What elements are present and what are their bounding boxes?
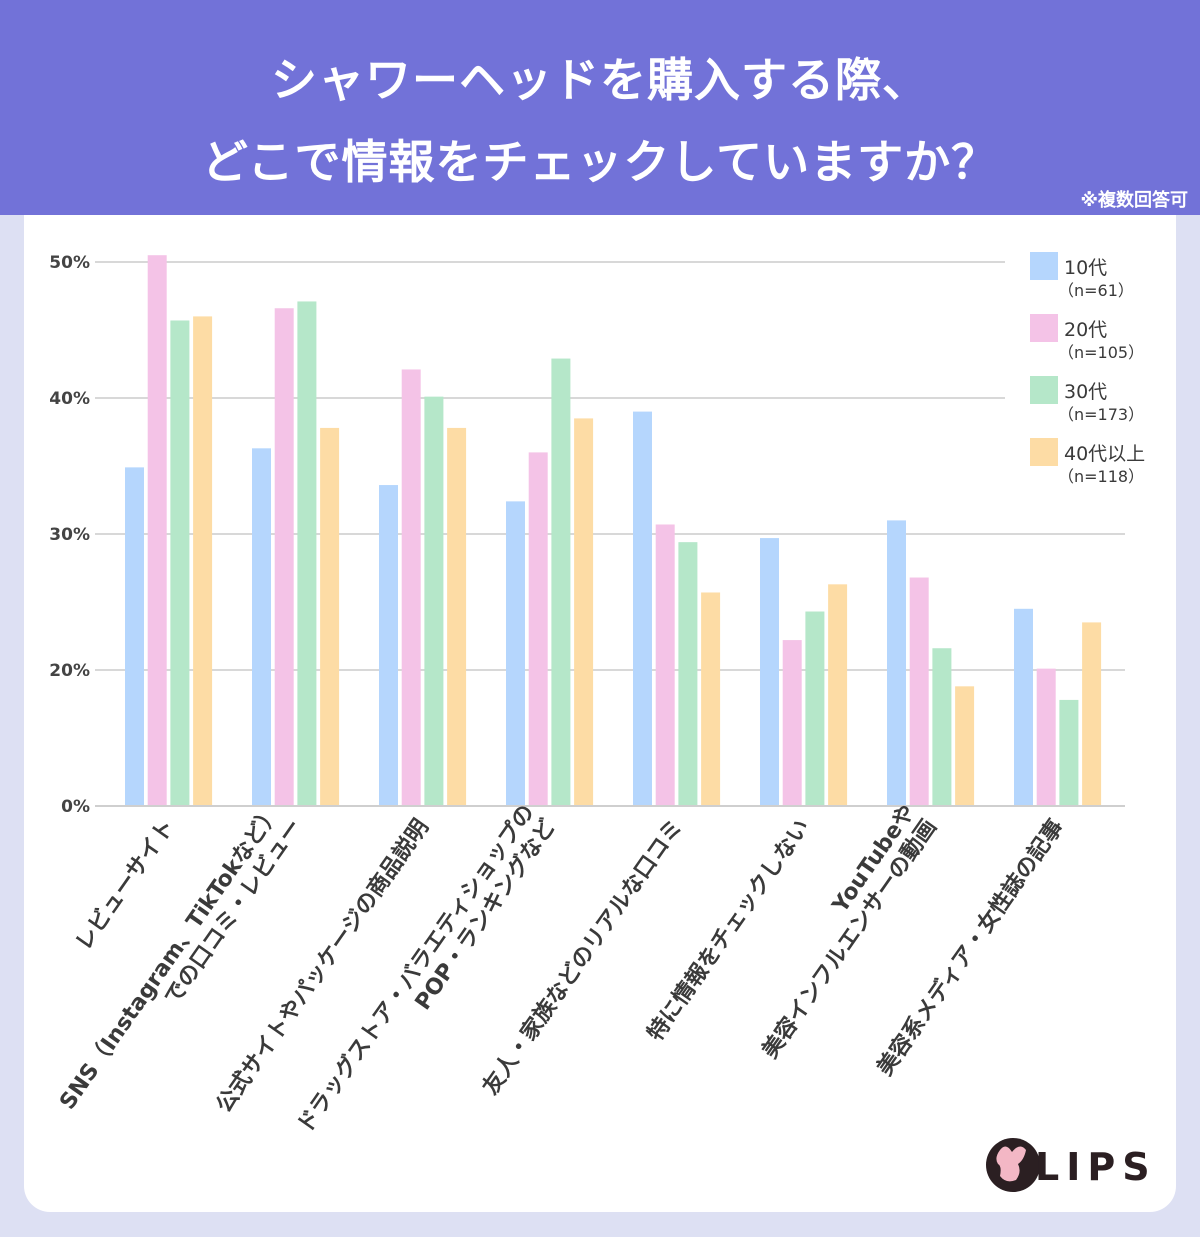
bar-20代-3	[528, 452, 548, 806]
bar-40代以上-5	[828, 584, 848, 806]
deer-icon	[996, 1146, 1026, 1182]
bar-30代-0	[170, 320, 190, 806]
category-label: レビューサイト	[71, 815, 180, 955]
bar-10代-0	[125, 467, 144, 806]
bar-10代-1	[252, 448, 271, 806]
bar-40代以上-2	[447, 427, 467, 806]
legend-label: 20代	[1064, 319, 1107, 341]
title-line-2: どこで情報をチェックしていますか？	[201, 135, 999, 189]
legend-swatch	[1030, 376, 1058, 404]
bar-20代-7	[1036, 668, 1056, 806]
bar-40代以上-7	[1082, 622, 1102, 806]
legend-n: （n=173）	[1058, 405, 1144, 424]
bar-10代-3	[506, 501, 525, 806]
bar-30代-3	[551, 358, 571, 806]
title-line-1: シャワーヘッドを購入する際、	[271, 53, 929, 107]
y-tick-label: 30%	[49, 525, 90, 545]
header-banner: シャワーヘッドを購入する際、 どこで情報をチェックしていますか？ ※複数回答可	[0, 0, 1200, 215]
legend-swatch	[1030, 438, 1058, 466]
bar-30代-2	[424, 396, 444, 806]
bar-10代-2	[379, 485, 398, 806]
legend-n: （n=105）	[1058, 343, 1144, 362]
multiple-answers-note: ※複数回答可	[1080, 190, 1189, 211]
bar-10代-6	[887, 520, 906, 806]
bar-40代以上-0	[193, 316, 213, 806]
y-tick-label: 50%	[49, 253, 90, 273]
bar-40代以上-4	[701, 592, 721, 806]
bar-30代-5	[805, 611, 825, 806]
legend-n: （n=118）	[1058, 467, 1144, 486]
lips-logo-text: LIPS	[1035, 1145, 1157, 1189]
bar-20代-1	[274, 308, 294, 806]
bar-20代-5	[782, 640, 802, 806]
bar-20代-0	[147, 255, 167, 806]
bar-30代-1	[297, 301, 317, 806]
legend-swatch	[1030, 314, 1058, 342]
legend-label: 40代以上	[1064, 443, 1145, 465]
bar-30代-6	[932, 648, 952, 806]
bar-10代-7	[1014, 608, 1033, 806]
y-tick-label: 0%	[61, 797, 90, 817]
y-tick-label: 40%	[49, 389, 90, 409]
category-label: POP・ランキングなど	[410, 815, 561, 1015]
bar-20代-2	[401, 369, 421, 806]
legend-label: 10代	[1064, 257, 1107, 279]
bar-10代-4	[633, 411, 652, 806]
bar-30代-7	[1059, 699, 1079, 806]
bar-40代以上-1	[320, 427, 340, 806]
bar-30代-4	[678, 542, 698, 806]
legend-n: （n=61）	[1058, 281, 1134, 300]
bar-40代以上-3	[574, 418, 594, 806]
y-tick-label: 20%	[49, 661, 90, 681]
bar-40代以上-6	[955, 686, 975, 806]
legend-swatch	[1030, 252, 1058, 280]
bar-10代-5	[760, 538, 779, 806]
legend-label: 30代	[1064, 381, 1107, 403]
bar-20代-6	[909, 577, 929, 806]
bar-20代-4	[655, 524, 675, 806]
chart-card	[24, 215, 1176, 1212]
